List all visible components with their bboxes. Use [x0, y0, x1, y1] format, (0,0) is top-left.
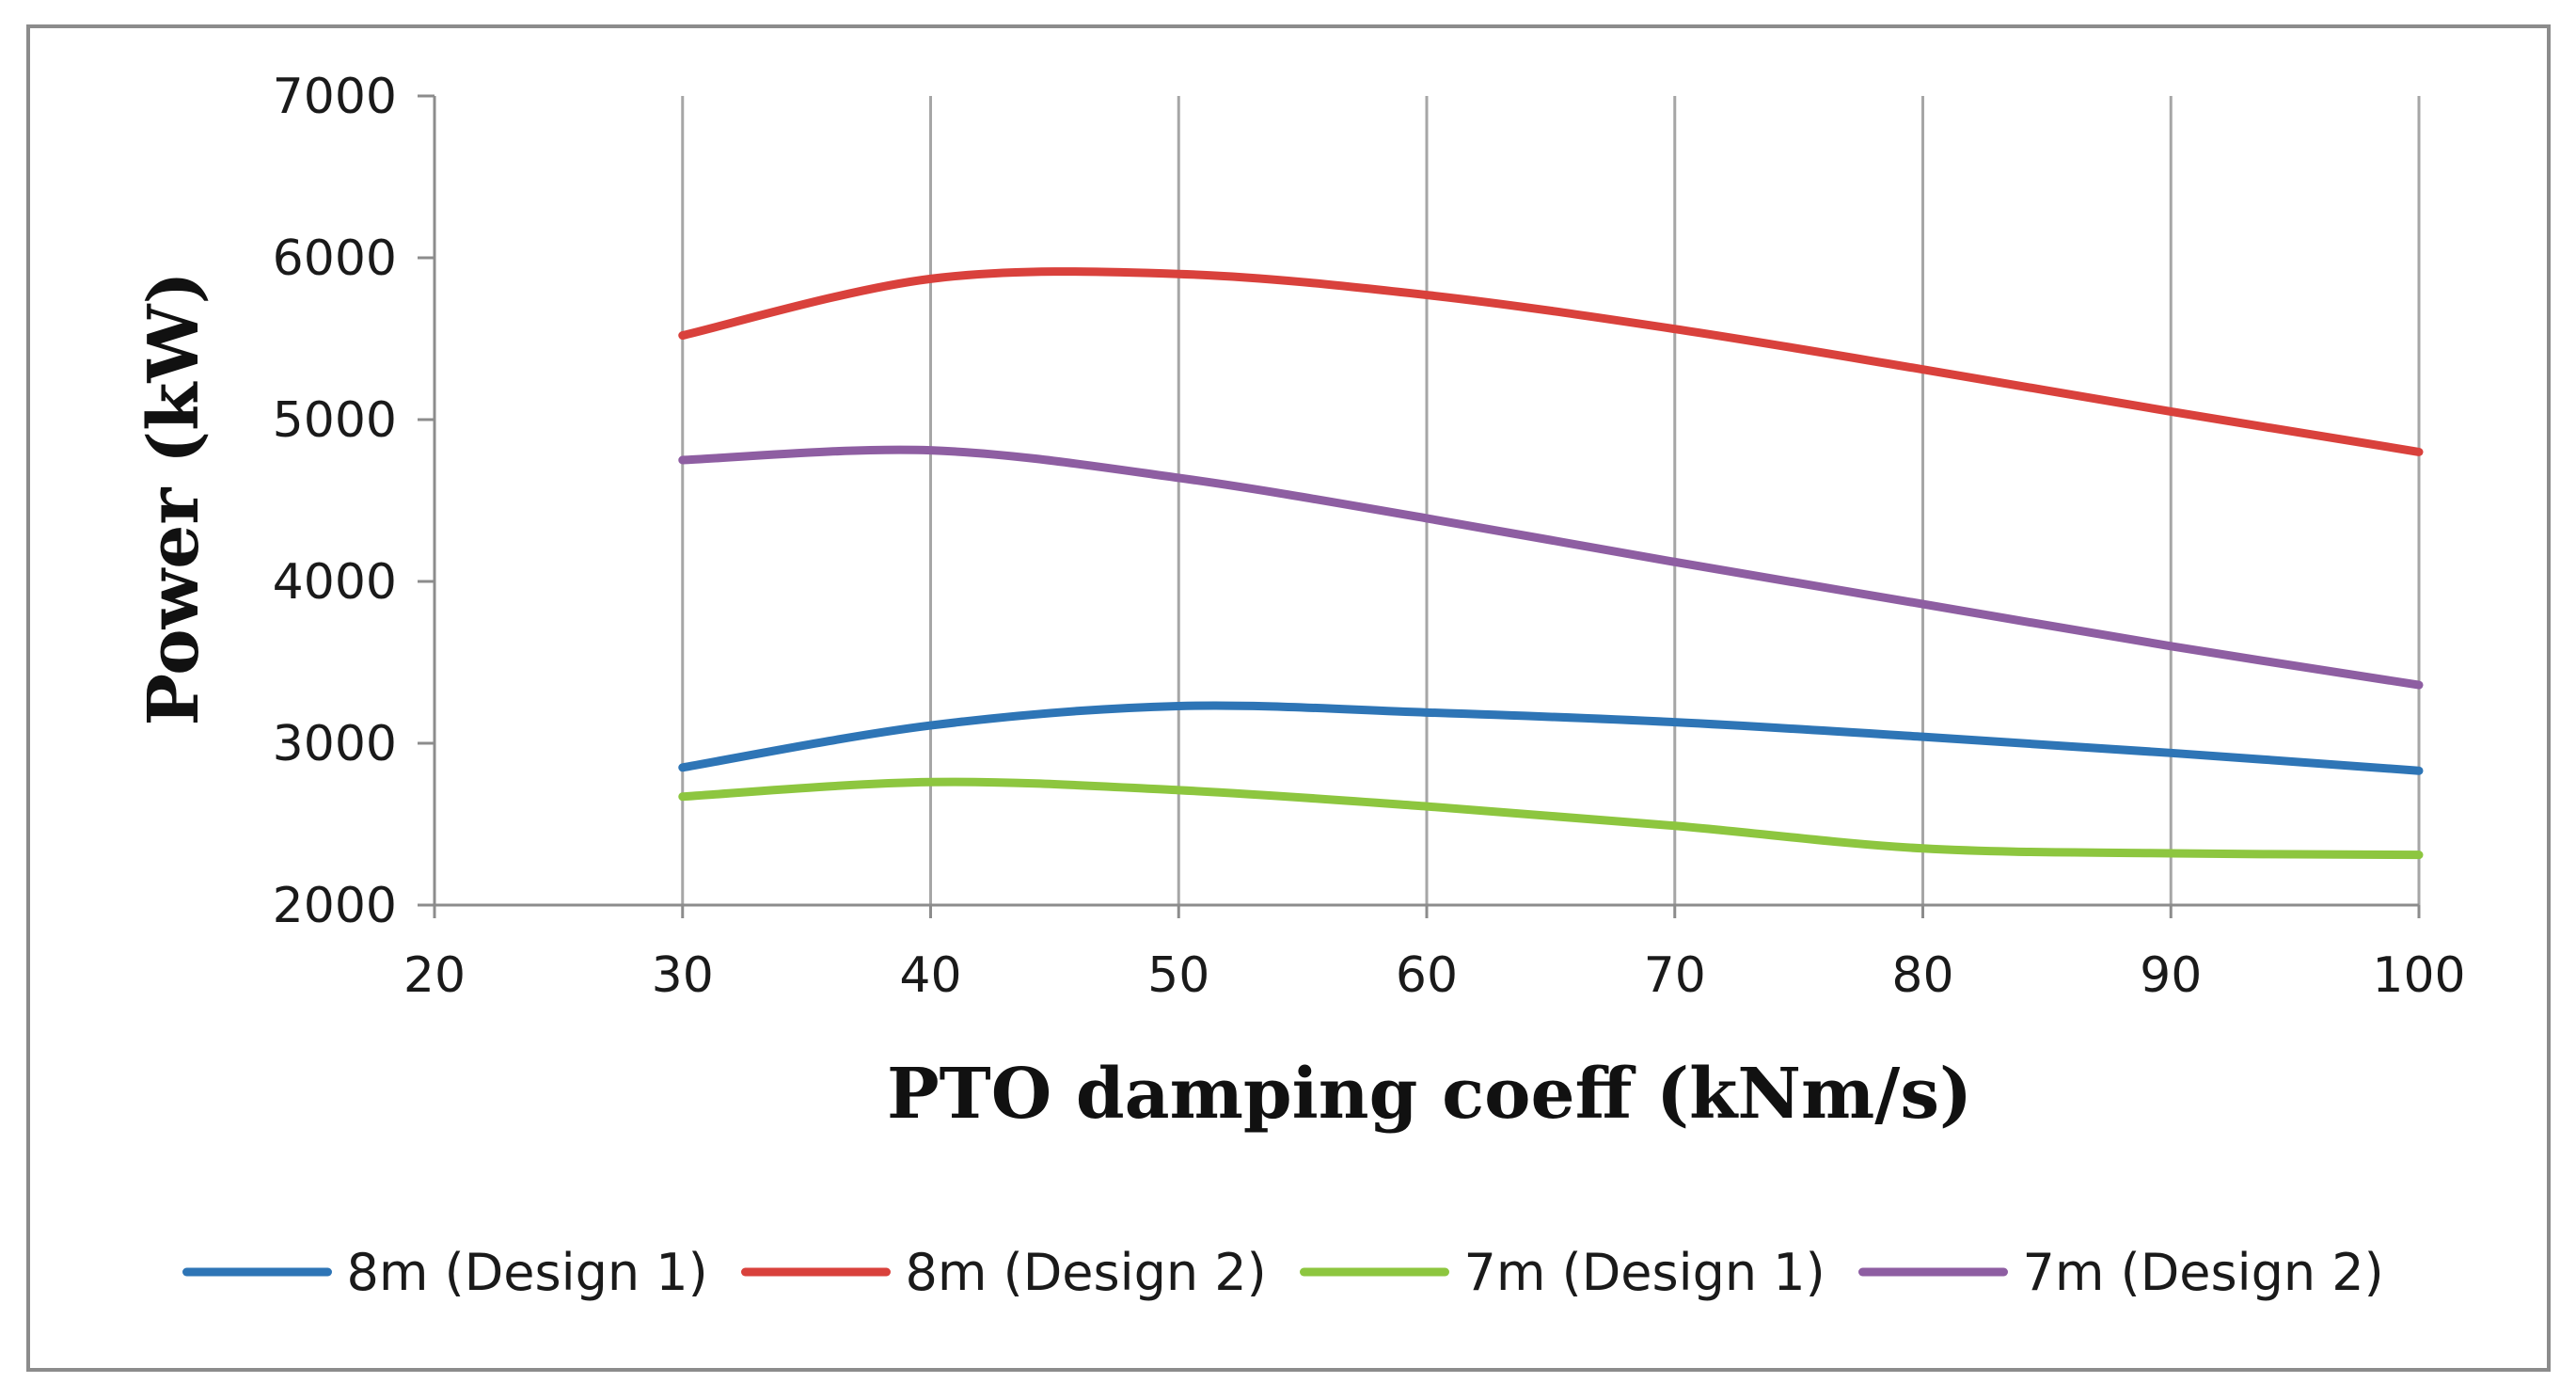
- y-tick-label: 4000: [273, 554, 397, 611]
- y-tick-label: 6000: [273, 231, 397, 287]
- y-tick-label: 2000: [273, 878, 397, 934]
- axis-layer: [418, 94, 2421, 918]
- legend-label: 8m (Design 2): [906, 1243, 1267, 1302]
- y-tick-label: 7000: [273, 69, 397, 125]
- legend-item-3: 7m (Design 1): [1300, 1243, 1825, 1302]
- x-tick-label: 50: [1147, 947, 1209, 1004]
- x-tick-label: 90: [2140, 947, 2202, 1004]
- series-line-1: [678, 701, 2424, 775]
- series-line-2: [678, 267, 2424, 456]
- legend-item-1: 8m (Design 1): [182, 1243, 708, 1302]
- legend-label: 7m (Design 1): [1464, 1243, 1825, 1302]
- y-tick-label: 3000: [273, 716, 397, 772]
- series-line-3: [678, 777, 2424, 860]
- x-tick-label: 40: [899, 947, 961, 1004]
- legend-label: 8m (Design 1): [347, 1243, 708, 1302]
- x-tick-label: 80: [1891, 947, 1953, 1004]
- x-tick-label: 70: [1644, 947, 1706, 1004]
- chart-frame: [26, 24, 2551, 1372]
- series-line-4: [678, 445, 2424, 690]
- x-axis-title: PTO damping coeff (kNm/s): [887, 1054, 1972, 1135]
- x-tick-label: 100: [2372, 947, 2465, 1004]
- y-tick-label: 5000: [273, 392, 397, 449]
- x-tick-label: 30: [652, 947, 714, 1004]
- y-axis-title: Power (kW): [134, 272, 214, 726]
- label-layer: 20 30 40 50 60 70 80 90 100 2000 3000 4000 5000 6000 7…: [273, 69, 2466, 1004]
- legend-label: 7m (Design 2): [2023, 1243, 2384, 1302]
- legend: 8m (Design 1) 8m (Design 2) 7m (Design 1) 7…: [182, 1243, 2384, 1302]
- legend-item-4: 7m (Design 2): [1858, 1243, 2384, 1302]
- legend-item-2: 8m (Design 2): [741, 1243, 1267, 1302]
- x-tick-label: 20: [403, 947, 466, 1004]
- series-layer: [678, 267, 2424, 860]
- x-tick-label: 60: [1396, 947, 1458, 1004]
